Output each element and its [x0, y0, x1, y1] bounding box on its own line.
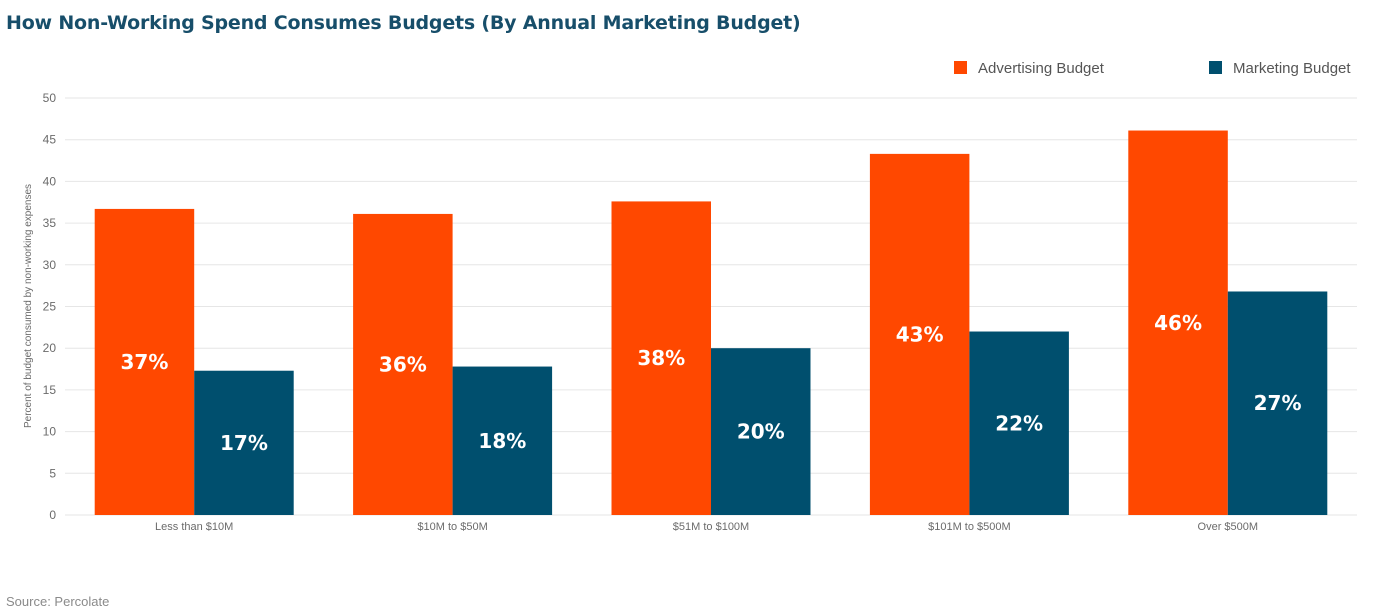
- y-tick-label: 10: [43, 425, 57, 439]
- y-tick-label: 25: [43, 300, 57, 314]
- bar-advertising: [353, 213, 453, 515]
- data-label: 20%: [737, 420, 785, 444]
- x-category-label: $101M to $500M: [928, 521, 1011, 533]
- bar-advertising: [1128, 130, 1228, 515]
- y-tick-label: 30: [43, 258, 57, 272]
- data-label: 46%: [1154, 311, 1202, 335]
- bar-advertising: [611, 201, 711, 515]
- x-category-label: Less than $10M: [155, 521, 233, 533]
- bar-marketing: [452, 366, 553, 515]
- data-label: 43%: [896, 322, 944, 346]
- y-axis-label: Percent of budget consumed by non-workin…: [23, 184, 34, 428]
- data-label: 36%: [379, 352, 427, 376]
- y-tick-label: 35: [43, 216, 57, 230]
- data-label: 17%: [220, 431, 268, 455]
- bar-marketing: [1227, 291, 1328, 515]
- legend-swatch-advertising: [954, 61, 967, 74]
- y-tick-label: 15: [43, 383, 57, 397]
- y-tick-label: 0: [49, 508, 56, 522]
- legend-label-marketing: Marketing Budget: [1233, 60, 1351, 77]
- data-labels: 37% 17% 36% 18% 38% 20% 43% 22% 46% 27%: [121, 311, 1302, 455]
- y-tick-label: 40: [43, 174, 57, 188]
- data-label: 27%: [1254, 391, 1302, 415]
- y-tick-label: 45: [43, 133, 57, 147]
- y-tick-label: 5: [49, 466, 56, 480]
- y-tick-label: 20: [43, 341, 57, 355]
- data-label: 38%: [637, 346, 685, 370]
- source-note: Source: Percolate: [6, 594, 110, 609]
- legend-label-advertising: Advertising Budget: [978, 60, 1105, 77]
- category-labels: Less than $10M $10M to $50M $51M to $100M $…: [155, 521, 1258, 533]
- bar-marketing: [969, 331, 1069, 515]
- bar-marketing: [194, 370, 294, 515]
- bar-advertising: [94, 208, 195, 515]
- y-tick-label: 50: [43, 91, 57, 105]
- x-category-label: Over $500M: [1198, 521, 1259, 533]
- y-axis-ticks: 0 5 10 15 20 25 30 35 40 45 50: [43, 91, 57, 522]
- data-label: 37%: [121, 350, 169, 374]
- data-label: 18%: [478, 429, 526, 453]
- legend-swatch-marketing: [1209, 61, 1222, 74]
- x-category-label: $51M to $100M: [673, 521, 749, 533]
- bar-marketing: [711, 348, 811, 515]
- data-label: 22%: [995, 411, 1043, 435]
- bars: [94, 130, 1328, 516]
- bar-advertising: [869, 153, 970, 516]
- legend: Advertising Budget Marketing Budget: [954, 60, 1351, 77]
- chart-title: How Non-Working Spend Consumes Budgets (…: [6, 12, 801, 34]
- x-category-label: $10M to $50M: [417, 521, 487, 533]
